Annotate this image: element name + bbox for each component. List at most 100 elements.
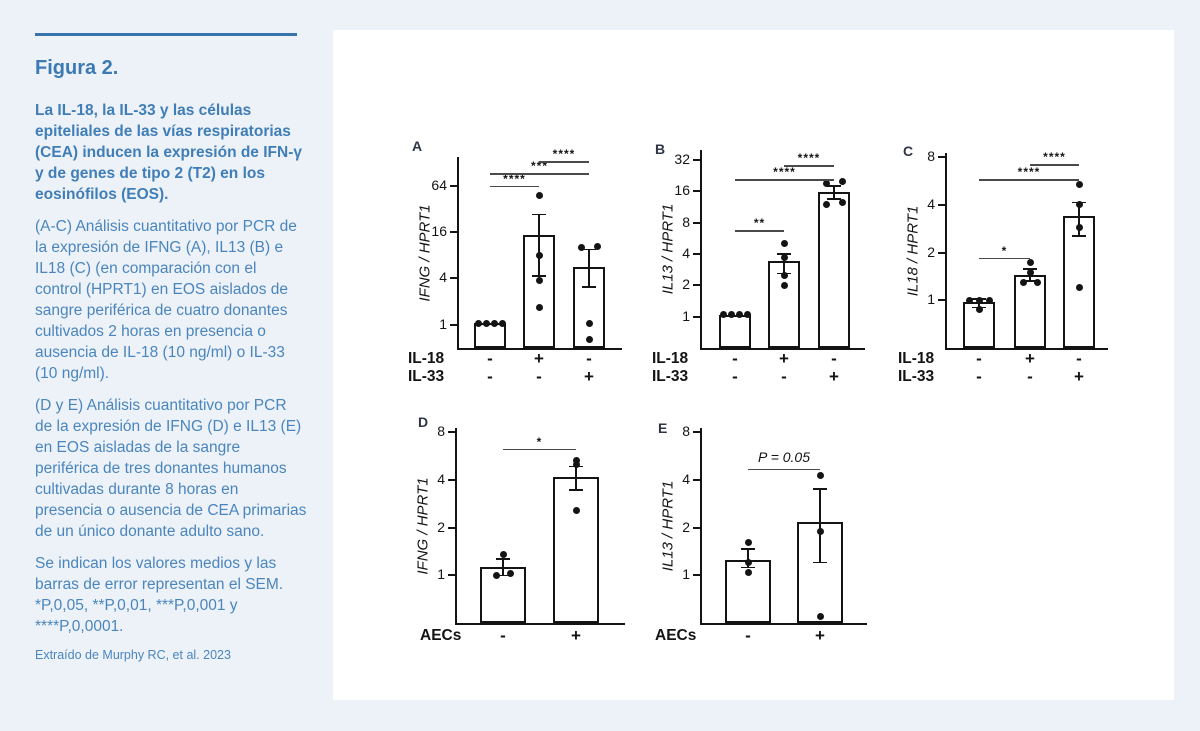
panel-B-data-point (727, 310, 735, 318)
panel-B-error-bar (833, 186, 835, 200)
panel-B-error-bar-cap (827, 198, 841, 200)
panel-C-condition-sign: + (1025, 349, 1035, 368)
panel-B-condition-sign: - (732, 367, 738, 386)
panel-E-data-point (744, 569, 752, 577)
panel-C-condition-row-label: IL-18 (898, 350, 935, 367)
panel-B-condition-sign: - (781, 367, 787, 386)
panel-C-tick-mark (938, 299, 945, 302)
panel-C-y-axis (945, 153, 947, 350)
panel-B-error-bar-cap (777, 253, 791, 255)
panel-B-tick-label: 16 (674, 182, 690, 199)
panel-A-data-point (535, 303, 543, 311)
panel-C-bar (1014, 274, 1046, 348)
panel-D-tick-mark (448, 431, 455, 434)
panel-B-tick-label: 1 (682, 307, 690, 324)
panel-A-tick-mark (450, 323, 457, 326)
panel-C-sig-line (979, 257, 1030, 260)
panel-E-error-bar-cap (741, 566, 755, 569)
panel-C-condition-row-label: IL-33 (898, 368, 935, 385)
panel-B-data-point (780, 240, 788, 248)
panel-E-x-axis (700, 623, 867, 625)
panel-B-data-point (735, 310, 743, 318)
panel-C-data-point (1026, 259, 1034, 267)
panel-A-y-axis (457, 157, 459, 350)
figure-title: Figura 2. (35, 57, 119, 79)
panel-C-data-point (975, 296, 983, 304)
panel-A-condition-sign: + (584, 367, 594, 386)
panel-D-error-bar-cap (496, 574, 510, 577)
panel-D-condition-sign: + (571, 626, 581, 645)
panel-E-data-point (816, 527, 824, 535)
panel-C-condition-sign: + (1074, 367, 1084, 386)
panel-E-data-point (816, 472, 824, 480)
panel-E-tick-mark (693, 431, 700, 434)
panel-E-tick-label: 2 (682, 518, 690, 535)
panel-E-condition-row-label: AECs (655, 627, 697, 644)
panel-E-data-point (744, 559, 752, 567)
panel-C-tick-label: 2 (927, 243, 935, 260)
panel-B-tick-mark (693, 221, 700, 224)
panel-C-error-bar-cap (1023, 268, 1037, 270)
panel-C-tick-label: 1 (927, 291, 935, 308)
panel-A-tick-label: 1 (439, 315, 447, 332)
panel-B-data-point (719, 310, 727, 318)
panel-A-bar (474, 323, 506, 348)
source-citation: Extraído de Murphy RC, et al. 2023 (35, 648, 231, 662)
panel-B-bar (719, 315, 751, 348)
panel-C-data-point (975, 305, 983, 313)
panel-A-tick-mark (450, 277, 457, 280)
panel-C-sig-label: * (1001, 243, 1008, 258)
panel-D-data-point (492, 571, 500, 579)
panel-A-data-point (585, 335, 593, 343)
panel-A-sig-label: *** (530, 159, 548, 174)
panel-E-error-bar (819, 489, 821, 563)
panel-A-tick-label: 16 (431, 222, 447, 239)
panel-D-tick-mark (448, 574, 455, 577)
panel-A-data-point (482, 319, 490, 327)
panel-B-tick-mark (693, 159, 700, 162)
panel-D-data-point (572, 507, 580, 515)
panel-D-data-point (499, 551, 507, 559)
panel-D-tick-mark (448, 478, 455, 481)
panel-B-data-point (822, 200, 830, 208)
panel-D-error-bar (575, 466, 577, 491)
panel-B-tick-label: 4 (682, 245, 690, 262)
panel-D-data-point (506, 569, 514, 577)
panel-C-tick-mark (938, 203, 945, 206)
panel-B-data-point (743, 310, 751, 318)
panel-B-data-point (822, 180, 830, 188)
panel-B-data-point (780, 254, 788, 262)
panel-A-data-point (535, 276, 543, 284)
panel-B-condition-row-label: IL-33 (652, 368, 689, 385)
panel-C-condition-sign: - (1027, 367, 1033, 386)
panel-A-x-axis (457, 348, 622, 350)
panel-C-data-point (965, 296, 973, 304)
figure-lead: La IL-18, la IL-33 y las células epiteli… (35, 102, 302, 203)
panel-B-tick-label: 2 (682, 276, 690, 293)
panel-A-sig-line (490, 185, 539, 188)
panel-D-sig-label: * (536, 434, 543, 449)
panel-A-error-bar-cap (532, 213, 546, 216)
panel-C-data-point (1033, 278, 1041, 286)
panel-E-label: E (658, 420, 668, 436)
panel-C-sig-label: **** (1017, 165, 1041, 180)
panel-B-sig-label: **** (797, 151, 821, 166)
panel-A-error-bar-cap (532, 275, 546, 277)
caption-paragraph-abc: (A-C) Análisis cuantitativo por PCR de l… (35, 218, 297, 382)
panel-E-y-axis (700, 428, 702, 625)
panel-C-condition-sign: - (976, 349, 982, 368)
panel-B-tick-mark (693, 190, 700, 193)
panel-E-error-bar (747, 548, 749, 568)
panel-C-sig-line (1030, 164, 1079, 166)
panel-A-condition-row-label: IL-18 (408, 350, 445, 367)
panel-B-tick-mark (693, 284, 700, 287)
panel-D-condition-sign: - (500, 626, 506, 645)
panel-A-y-axis-title: IFNG / HPRT1 (416, 203, 434, 302)
panel-C-data-point (1019, 278, 1027, 286)
panel-A-data-point (585, 319, 593, 327)
panel-C-bar (1063, 216, 1095, 348)
panel-C-data-point (1075, 284, 1083, 292)
panel-A-tick-label: 64 (431, 176, 447, 193)
panel-D-data-point (572, 457, 580, 464)
